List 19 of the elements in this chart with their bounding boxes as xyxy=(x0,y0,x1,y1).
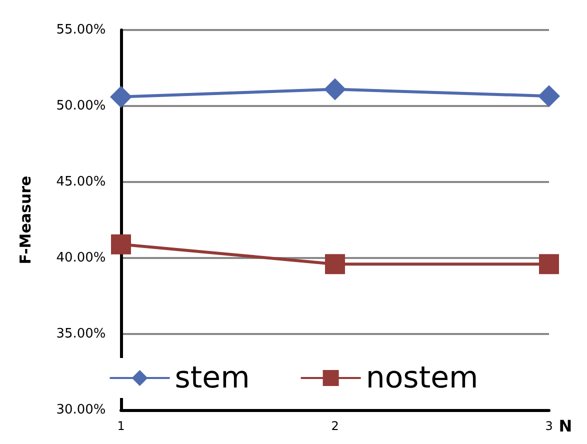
x-tick-label: 2 xyxy=(331,419,339,433)
y-tick-label: 35.00% xyxy=(56,326,106,342)
x-axis-title: N xyxy=(558,416,572,436)
x-tick-label: 3 xyxy=(545,419,553,433)
point xyxy=(539,254,559,274)
legend-label: stem xyxy=(174,360,250,396)
point xyxy=(324,78,346,100)
point xyxy=(538,85,560,108)
y-tick-label: 55.00% xyxy=(56,22,106,38)
y-tick-label: 50.00% xyxy=(56,98,106,114)
y-axis-title: F-Measure xyxy=(16,176,34,264)
y-tick-label: 40.00% xyxy=(56,250,106,266)
x-tick-label: 1 xyxy=(117,419,125,433)
point xyxy=(325,254,345,274)
point xyxy=(111,234,131,254)
y-tick-label: 30.00% xyxy=(56,402,106,418)
point xyxy=(110,86,132,108)
legend-label: nostem xyxy=(366,360,478,396)
y-tick-label: 45.00% xyxy=(56,174,106,190)
